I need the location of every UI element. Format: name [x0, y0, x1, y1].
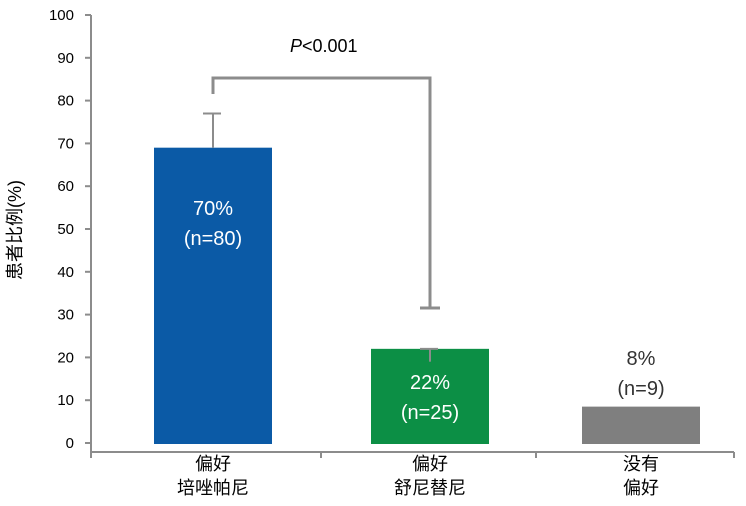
- y-tick-label: 40: [57, 264, 74, 281]
- chart-marks: [154, 76, 700, 444]
- bar-label-1-line-1: (n=25): [401, 402, 459, 424]
- y-tick-label: 0: [66, 435, 74, 452]
- category-label-0-line-0: 偏好: [195, 454, 231, 474]
- category-label-1-line-0: 偏好: [412, 454, 448, 474]
- y-tick-label: 70: [57, 135, 74, 152]
- bar-0: [154, 147, 272, 444]
- significance-bracket: [211, 76, 432, 308]
- bar-label-0-line-1: (n=80): [184, 228, 242, 250]
- y-tick-label: 100: [49, 7, 74, 24]
- axes: 0 10 20 30 40 50 60 70 80 90 100: [49, 7, 735, 458]
- category-label-0-line-1: 培唑帕尼: [177, 478, 249, 498]
- y-tick-label: 10: [57, 392, 74, 409]
- significance-label-p: P: [290, 36, 302, 56]
- y-tick-label: 50: [57, 221, 74, 238]
- bar-label-2-line-1: (n=9): [617, 378, 664, 400]
- bar-label-1-line-0: 22%: [410, 372, 450, 394]
- y-tick-label: 30: [57, 307, 74, 324]
- y-tick-label: 20: [57, 349, 74, 366]
- significance-label: P<0.001: [290, 36, 358, 56]
- category-label-2-line-0: 没有: [623, 454, 659, 474]
- bar-label-2-line-0: 8%: [627, 348, 656, 370]
- y-axis-label: 患者比例(%): [5, 180, 25, 280]
- y-tick-label: 60: [57, 178, 74, 195]
- significance-label-value: <0.001: [302, 36, 358, 56]
- chart-labels: P<0.00170%(n=80)22%(n=25)8%(n=9)偏好培唑帕尼偏好…: [177, 36, 665, 498]
- category-label-1-line-1: 舒尼替尼: [394, 478, 466, 498]
- bar-2: [582, 406, 700, 444]
- category-label-2-line-1: 偏好: [623, 478, 659, 498]
- y-tick-label: 80: [57, 93, 74, 110]
- y-tick-label: 90: [57, 50, 74, 67]
- bar-label-0-line-0: 70%: [193, 198, 233, 220]
- bar-1: [371, 348, 489, 444]
